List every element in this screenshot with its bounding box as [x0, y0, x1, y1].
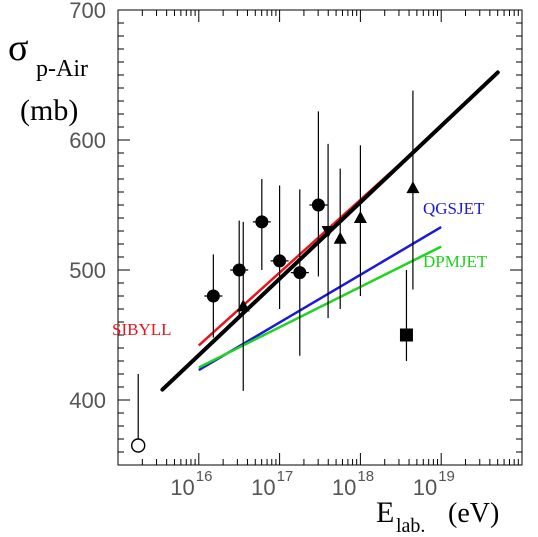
- y-tick-label: 600: [69, 128, 106, 153]
- data-point-square: [399, 328, 413, 342]
- model-label-sibyll: SIBYLL: [112, 320, 172, 339]
- y-tick-label: 400: [69, 388, 106, 413]
- x-tick-exponent: 18: [357, 468, 374, 485]
- x-axis-main: E: [376, 496, 394, 529]
- data-point-triangle-down: [321, 226, 335, 238]
- data-point-circle: [255, 215, 269, 229]
- data-point-triangle-up: [236, 299, 250, 312]
- x-axis-subscript: lab.: [396, 515, 425, 537]
- data-points: [130, 90, 420, 453]
- data-point-circle: [206, 289, 220, 303]
- x-tick-exponent: 16: [196, 468, 213, 485]
- data-point-circle: [293, 266, 307, 280]
- x-tick-label: 10: [170, 475, 194, 500]
- x-tick-exponent: 17: [277, 468, 294, 485]
- x-tick-label: 10: [413, 475, 437, 500]
- y-tick-label: 700: [69, 0, 106, 23]
- data-point-triangle-up: [333, 231, 347, 244]
- plot-frame: [117, 9, 523, 466]
- data-point-open-circle: [130, 438, 146, 453]
- x-axis-unit: (eV): [448, 498, 499, 529]
- model-line-dpmjet: [198, 245, 442, 369]
- x-tick-label: 10: [332, 475, 356, 500]
- data-point-triangle-up: [353, 211, 367, 223]
- y-tick-label: 500: [69, 258, 106, 283]
- y-axis-unit: (mb): [20, 94, 78, 127]
- model-label-dpmjet: DPMJET: [423, 252, 488, 271]
- data-point-triangle-up: [406, 181, 420, 194]
- x-tick-exponent: 19: [438, 468, 455, 485]
- x-axis-ticks: 10 16 10 17 10 18 10 19: [117, 10, 519, 500]
- model-label-qgsjet: QGSJET: [423, 199, 485, 218]
- x-tick-label: 10: [251, 475, 275, 500]
- y-axis-subscript: p-Air: [36, 56, 88, 82]
- data-point-circle: [273, 254, 287, 268]
- data-point-circle: [232, 263, 246, 277]
- y-axis-ticks: 400 500 600 700: [69, 0, 522, 466]
- data-point-circle: [311, 198, 325, 212]
- y-axis-symbol: σ: [8, 27, 28, 69]
